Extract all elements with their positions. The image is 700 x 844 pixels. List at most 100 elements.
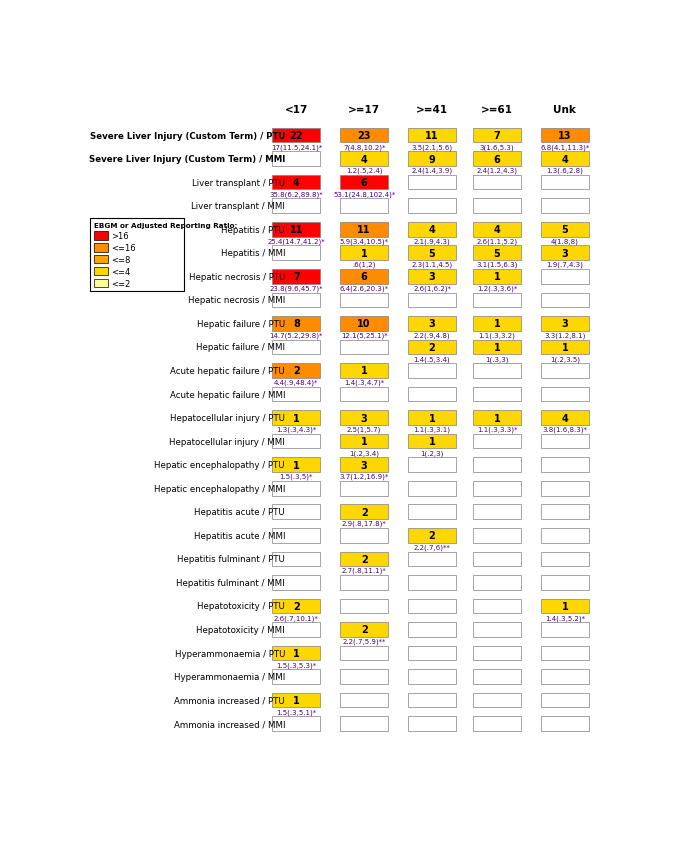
Bar <box>272 528 321 543</box>
Bar <box>408 316 456 332</box>
Text: 2: 2 <box>428 343 435 353</box>
Text: 4: 4 <box>428 225 435 235</box>
Text: 3: 3 <box>360 413 368 423</box>
Text: 3: 3 <box>561 319 568 329</box>
Bar <box>408 246 456 261</box>
Text: 1.3(.6,2.8): 1.3(.6,2.8) <box>547 167 583 174</box>
Bar <box>408 411 456 425</box>
Text: Hepatotoxicity / MMI: Hepatotoxicity / MMI <box>197 625 285 634</box>
Bar <box>408 128 456 143</box>
Text: 25.4(14.7,41.2)*: 25.4(14.7,41.2)* <box>267 238 326 245</box>
Bar <box>473 669 521 684</box>
Text: 3.8(1.6,8.3)*: 3.8(1.6,8.3)* <box>542 426 587 433</box>
Bar <box>272 599 321 614</box>
Text: 1: 1 <box>293 648 300 658</box>
Text: >=41: >=41 <box>416 106 448 115</box>
Bar <box>541 646 589 661</box>
Text: 1: 1 <box>360 366 368 376</box>
Bar <box>408 669 456 684</box>
Text: Hepatic failure / PTU: Hepatic failure / PTU <box>197 320 285 328</box>
Text: 1(.2,3.5): 1(.2,3.5) <box>550 355 580 362</box>
Text: 2: 2 <box>360 625 368 635</box>
Text: 1.1(.3,3.1): 1.1(.3,3.1) <box>414 426 451 433</box>
Text: 9: 9 <box>428 154 435 165</box>
Text: 2.6(1,6.2)*: 2.6(1,6.2)* <box>413 285 451 291</box>
Text: Hepatic failure / MMI: Hepatic failure / MMI <box>196 343 285 352</box>
Bar <box>541 316 589 332</box>
Text: 2.5(1,5.7): 2.5(1,5.7) <box>347 426 382 433</box>
Text: <17: <17 <box>285 106 308 115</box>
Text: 2.1(.9,4.3): 2.1(.9,4.3) <box>414 238 450 245</box>
Bar <box>272 387 321 402</box>
Text: >=17: >=17 <box>348 106 380 115</box>
Text: Acute hepatic failure / PTU: Acute hepatic failure / PTU <box>170 366 285 376</box>
Bar <box>541 387 589 402</box>
Text: 1(.2,3.4): 1(.2,3.4) <box>349 450 379 456</box>
Bar <box>473 622 521 637</box>
Text: Hepatotoxicity / PTU: Hepatotoxicity / PTU <box>197 602 285 611</box>
Bar <box>473 435 521 449</box>
Text: <=8: <=8 <box>111 256 131 264</box>
Text: Hepatic encephalopathy / MMI: Hepatic encephalopathy / MMI <box>154 484 285 493</box>
Bar <box>340 528 388 543</box>
Text: 2.2(.9,4.8): 2.2(.9,4.8) <box>414 332 450 338</box>
Bar <box>90 219 184 291</box>
Bar <box>340 223 388 237</box>
Text: 13: 13 <box>558 131 572 141</box>
Bar <box>541 457 589 473</box>
Text: 1.4(.3,4.7)*: 1.4(.3,4.7)* <box>344 379 384 386</box>
Bar <box>408 481 456 496</box>
Text: 3.3(1.2,8.1): 3.3(1.2,8.1) <box>544 332 586 338</box>
Bar <box>272 552 321 566</box>
Text: 3: 3 <box>561 248 568 258</box>
Text: 1: 1 <box>293 413 300 423</box>
Bar <box>541 576 589 590</box>
Bar <box>541 176 589 190</box>
Bar <box>272 411 321 425</box>
Bar <box>340 505 388 519</box>
Text: Hepatic encephalopathy / PTU: Hepatic encephalopathy / PTU <box>155 461 285 469</box>
Text: Ammonia increased / MMI: Ammonia increased / MMI <box>174 719 285 728</box>
Text: 2.2(.7,6)**: 2.2(.7,6)** <box>414 544 450 550</box>
Bar <box>340 152 388 167</box>
Text: 2: 2 <box>293 366 300 376</box>
Bar <box>473 411 521 425</box>
Bar <box>473 528 521 543</box>
Text: 1.1(.3,3.3)*: 1.1(.3,3.3)* <box>477 426 517 433</box>
Bar <box>94 268 108 276</box>
Bar <box>473 246 521 261</box>
Text: 6: 6 <box>360 178 368 188</box>
Bar <box>272 223 321 237</box>
Bar <box>541 411 589 425</box>
Bar <box>408 599 456 614</box>
Text: Hepatocellular injury / PTU: Hepatocellular injury / PTU <box>170 414 285 423</box>
Text: 2.6(.7,10.1)*: 2.6(.7,10.1)* <box>274 614 318 621</box>
Bar <box>272 270 321 284</box>
Text: 1: 1 <box>561 343 568 353</box>
Bar <box>272 152 321 167</box>
Text: 1: 1 <box>494 319 500 329</box>
Bar <box>541 223 589 237</box>
Bar <box>272 457 321 473</box>
Bar <box>473 270 521 284</box>
Bar <box>408 340 456 354</box>
Bar <box>408 435 456 449</box>
Bar <box>408 293 456 308</box>
Bar <box>340 435 388 449</box>
Bar <box>541 552 589 566</box>
Text: 23: 23 <box>358 131 371 141</box>
Text: Acute hepatic failure / MMI: Acute hepatic failure / MMI <box>169 390 285 399</box>
Bar <box>473 457 521 473</box>
Bar <box>340 599 388 614</box>
Text: Severe Liver Injury (Custom Term) / PTU: Severe Liver Injury (Custom Term) / PTU <box>90 132 285 140</box>
Text: 1.1(.3,3.2): 1.1(.3,3.2) <box>479 332 515 338</box>
Text: 22: 22 <box>290 131 303 141</box>
Bar <box>94 279 108 288</box>
Text: 4: 4 <box>360 154 368 165</box>
Text: 35.8(6.2,89.8)*: 35.8(6.2,89.8)* <box>270 191 323 197</box>
Text: 2.7(.8,11.1)*: 2.7(.8,11.1)* <box>342 567 386 574</box>
Bar <box>541 293 589 308</box>
Bar <box>272 176 321 190</box>
Bar <box>541 693 589 707</box>
Text: 1.5(.3,5)*: 1.5(.3,5)* <box>280 473 313 479</box>
